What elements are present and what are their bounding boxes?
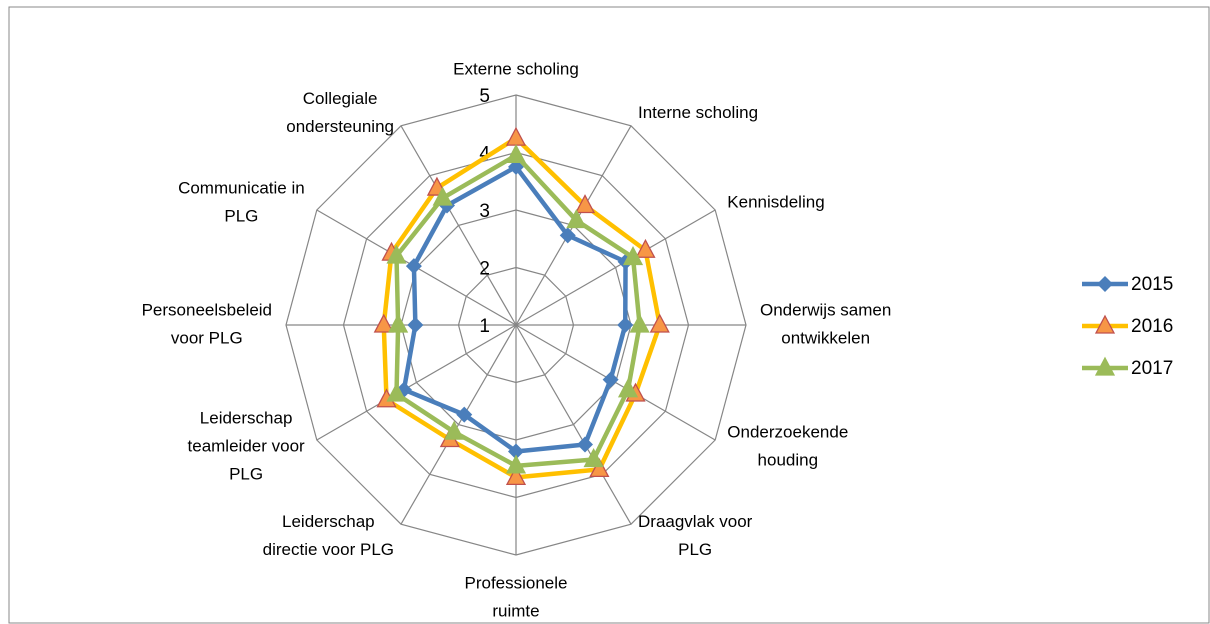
category-label: Professionele ruimte [464,573,567,620]
legend-label: 2015 [1131,274,1173,295]
spoke [515,209,716,326]
category-label: Kennisdeling [727,192,824,211]
category-label-line: ruimte [492,601,539,620]
data-point [1094,314,1116,334]
chart-frame [8,6,1210,624]
data-point [1097,276,1113,292]
y-tick-label: 5 [479,86,490,107]
data-point [386,244,407,264]
data-point [432,186,453,206]
spoke [400,125,517,326]
data-point [602,371,619,388]
data-point [407,317,424,333]
data-point [635,238,656,258]
category-label: Onderwijs samen ontwikkelen [760,300,891,347]
category-label: Communicatie in PLG [178,178,305,225]
data-point [649,313,670,333]
data-point [589,458,610,478]
category-label-line: Draagvlak voor [638,512,753,531]
category-label-line: Communicatie in [178,178,305,197]
data-point [456,406,473,423]
y-tick-label: 2 [479,259,490,280]
category-label: Leiderschap teamleider voor PLG [188,408,306,483]
data-point [386,382,407,402]
category-label-line: Personeelsbeleid [142,300,272,319]
data-point [444,420,465,440]
legend-label: 2017 [1131,358,1173,379]
category-label-line: Interne scholing [638,103,758,122]
spoke [316,324,517,441]
category-label-line: Onderzoekende [727,422,848,441]
category-label-line: PLG [678,540,712,559]
spoke [400,324,517,525]
category-label-line: ontwikkelen [781,328,870,347]
category-label: Interne scholing [638,103,758,122]
data-point [566,209,587,229]
category-label-line: Leiderschap [200,408,293,427]
data-point [373,313,394,333]
category-label-line: directie voor PLG [263,540,394,559]
legend-label: 2016 [1131,316,1173,337]
data-point [405,258,422,275]
y-tick-label: 3 [479,201,490,222]
category-label-line: Collegiale [303,89,378,108]
data-point [388,313,409,333]
category-label: Personeelsbeleid voor PLG [142,300,272,347]
category-label-line: Professionele [464,573,567,592]
category-label-line: ondersteuning [286,117,394,136]
data-point [559,227,576,244]
category-label-line: voor PLG [171,328,243,347]
data-point [577,436,593,453]
category-label: Leiderschap directie voor PLG [263,512,394,559]
category-label: Onderzoekende houding [727,422,848,469]
data-point [574,194,596,214]
data-point [629,313,650,333]
category-label-line: Leiderschap [282,512,375,531]
y-tick-label: 4 [479,144,490,165]
data-point [617,378,639,398]
category-label-line: Onderwijs samen [760,300,891,319]
data-point [622,246,644,266]
data-point [505,465,527,486]
category-label-line: PLG [229,464,263,483]
category-label-line: Kennisdeling [727,192,824,211]
spoke [515,324,632,525]
data-point [617,317,634,333]
category-label-line: teamleider voor [188,436,306,455]
category-label-line: Externe scholing [453,59,579,78]
data-point [583,448,604,468]
y-tick-label: 1 [479,316,490,337]
category-label: Externe scholing [453,59,579,78]
category-label-line: houding [758,450,819,469]
data-point [505,143,527,164]
category-label-line: PLG [224,206,258,225]
data-point [505,454,527,474]
category-label: Draagvlak voor PLG [638,512,753,559]
data-point [1094,356,1116,376]
category-label: Collegiale ondersteuning [286,89,394,136]
data-point [508,443,524,460]
